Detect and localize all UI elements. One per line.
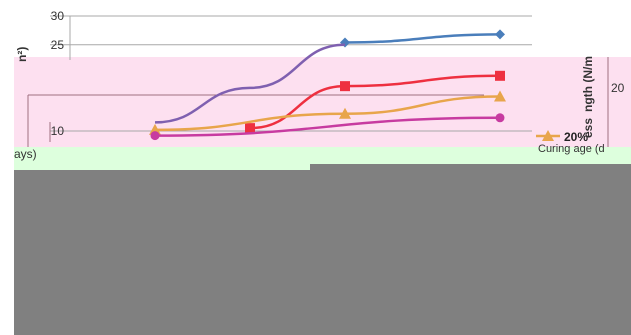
data-point-s3-0	[149, 123, 161, 135]
right-y-axis-label-fragment: ngth (N/m	[581, 56, 595, 112]
series-line-2	[249, 74, 501, 130]
y-tick-label-10: 10	[51, 124, 65, 138]
series-line-4	[154, 116, 501, 137]
right-y-axis-label-fragment-2: ess	[581, 118, 595, 138]
y-axis-label-fragment: n²)	[15, 47, 29, 62]
data-point-s4-0	[150, 131, 160, 141]
right-y-tick-label: 20	[611, 81, 625, 95]
data-point-s2-0	[245, 123, 255, 134]
gray-occlusion-block-step	[310, 164, 631, 172]
right-x-axis-label-fragment: Curing age (d	[538, 143, 605, 155]
x-axis-label-fragment: ays)	[14, 147, 37, 161]
legend-marker-20pct	[542, 130, 554, 141]
y-tick-label-25: 25	[51, 38, 65, 52]
data-point-s2-1	[340, 81, 350, 92]
series-line-1	[154, 43, 346, 124]
data-point-s0-1	[495, 29, 505, 40]
data-point-s2-2	[495, 70, 505, 81]
legend-label-20pct: 20%	[564, 130, 588, 144]
pink-overlay-panel	[14, 57, 631, 147]
y-tick-label-30: 30	[51, 9, 65, 23]
data-point-s3-1	[339, 107, 351, 119]
data-point-s4-1	[495, 113, 505, 123]
series-line-0	[344, 33, 501, 44]
data-point-s3-2	[494, 90, 506, 102]
gray-occlusion-block	[14, 170, 631, 335]
